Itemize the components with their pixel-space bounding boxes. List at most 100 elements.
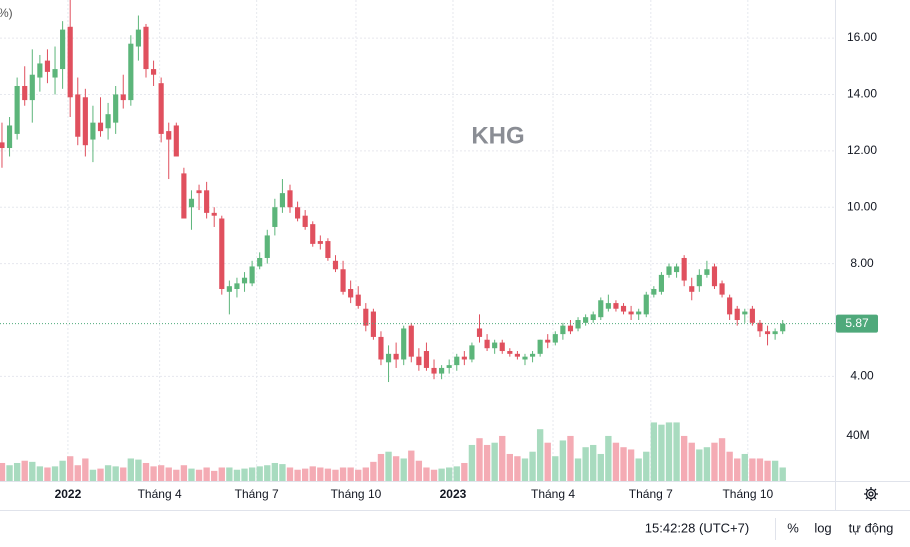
candle-body bbox=[393, 353, 399, 360]
volume-bar bbox=[749, 458, 756, 481]
volume-bar bbox=[468, 444, 476, 481]
volume-bar bbox=[627, 449, 635, 481]
volume-bar bbox=[680, 435, 688, 481]
candle-body bbox=[749, 308, 755, 323]
clock: 15:42:28 (UTC+7) bbox=[645, 520, 749, 535]
candle-body bbox=[780, 323, 786, 332]
volume-bar bbox=[271, 462, 279, 481]
volume-bar bbox=[218, 467, 225, 481]
volume-bar bbox=[771, 460, 779, 481]
volume-bar bbox=[461, 462, 468, 481]
log-button[interactable]: log bbox=[814, 520, 831, 535]
volume-tick-label: 40M bbox=[846, 428, 869, 442]
candle-body bbox=[651, 288, 657, 295]
last-price-label: 5.87 bbox=[845, 316, 869, 330]
volume-bar bbox=[711, 442, 718, 481]
volume-bar bbox=[74, 465, 81, 481]
candle-body bbox=[128, 43, 134, 101]
candle-body bbox=[757, 322, 763, 332]
candle-body bbox=[287, 190, 293, 208]
volume-bar bbox=[544, 442, 551, 481]
volume-bar bbox=[89, 469, 97, 481]
candle-body bbox=[150, 69, 157, 75]
volume-bar bbox=[51, 466, 59, 481]
volume-bar bbox=[665, 422, 673, 481]
candle-body bbox=[711, 266, 718, 287]
candle-layer bbox=[0, 0, 786, 383]
candle-body bbox=[643, 294, 649, 315]
candle-body bbox=[105, 114, 111, 129]
candle-body bbox=[272, 207, 278, 227]
percent-button[interactable]: % bbox=[787, 520, 799, 535]
candle-body bbox=[545, 339, 551, 343]
volume-bar bbox=[453, 466, 460, 481]
candle-body bbox=[416, 356, 422, 366]
candle-body bbox=[598, 300, 604, 318]
settings-icon[interactable] bbox=[864, 487, 878, 501]
volume-bar bbox=[408, 450, 415, 481]
candle-body bbox=[113, 94, 119, 123]
volume-bar bbox=[6, 465, 13, 481]
y-tick-label: 12.00 bbox=[847, 143, 877, 157]
candle-body bbox=[514, 353, 520, 357]
volume-bar bbox=[673, 422, 680, 481]
volume-bar bbox=[590, 444, 597, 481]
y-tick-label: 10.00 bbox=[847, 199, 877, 213]
candle-body bbox=[204, 190, 210, 213]
volume-bar bbox=[552, 456, 559, 481]
candle-body bbox=[560, 325, 566, 335]
volume-bar bbox=[650, 422, 658, 481]
candle-body bbox=[567, 325, 574, 332]
volume-bar bbox=[658, 424, 665, 481]
candle-body bbox=[188, 198, 195, 208]
volume-bar bbox=[483, 444, 491, 481]
volume-bar bbox=[150, 466, 157, 481]
volume-bar bbox=[97, 468, 104, 481]
x-tick-label: Tháng 7 bbox=[629, 487, 673, 501]
candle-body bbox=[507, 351, 513, 354]
volume-bar bbox=[180, 465, 188, 481]
volume-bar bbox=[347, 467, 354, 481]
candle-body bbox=[120, 94, 126, 101]
candle-body bbox=[90, 122, 96, 140]
volume-bar bbox=[574, 458, 582, 481]
candle-body bbox=[408, 325, 414, 357]
candle-body bbox=[181, 173, 187, 219]
volume-bar bbox=[779, 467, 786, 481]
candle-body bbox=[166, 131, 172, 140]
candle-body bbox=[82, 97, 88, 146]
volume-bar bbox=[499, 435, 506, 481]
x-tick-label: Tháng 4 bbox=[138, 487, 182, 501]
volume-bar bbox=[135, 459, 142, 481]
auto-button[interactable]: tự động bbox=[849, 520, 894, 535]
candle-body bbox=[499, 342, 505, 352]
candle-body bbox=[620, 305, 627, 312]
volume-bar bbox=[430, 469, 438, 481]
volume-bar bbox=[703, 447, 711, 481]
volume-bar bbox=[165, 467, 172, 481]
volume-bar bbox=[279, 464, 286, 481]
volume-bar bbox=[726, 451, 733, 481]
candle-body bbox=[461, 356, 467, 360]
volume-bar bbox=[605, 435, 612, 481]
candle-body bbox=[583, 317, 589, 323]
volume-bar bbox=[635, 458, 642, 481]
volume-bar bbox=[491, 442, 498, 481]
volume-bar bbox=[741, 453, 748, 481]
volume-bar bbox=[13, 462, 21, 481]
candle-body bbox=[613, 303, 619, 309]
volume-bar bbox=[521, 458, 529, 481]
candle-body bbox=[0, 142, 5, 149]
volume-bar bbox=[734, 458, 741, 481]
volume-bar bbox=[82, 458, 89, 481]
volume-bar bbox=[211, 470, 218, 481]
candle-body bbox=[6, 125, 13, 149]
candle-body bbox=[67, 26, 73, 98]
candle-body bbox=[75, 94, 81, 137]
candle-body bbox=[264, 235, 270, 258]
volume-bar bbox=[620, 447, 627, 481]
candle-body bbox=[529, 353, 536, 357]
candle-body bbox=[295, 207, 301, 219]
y-tick-label: 4.00 bbox=[850, 369, 874, 383]
volume-bar bbox=[612, 442, 620, 481]
